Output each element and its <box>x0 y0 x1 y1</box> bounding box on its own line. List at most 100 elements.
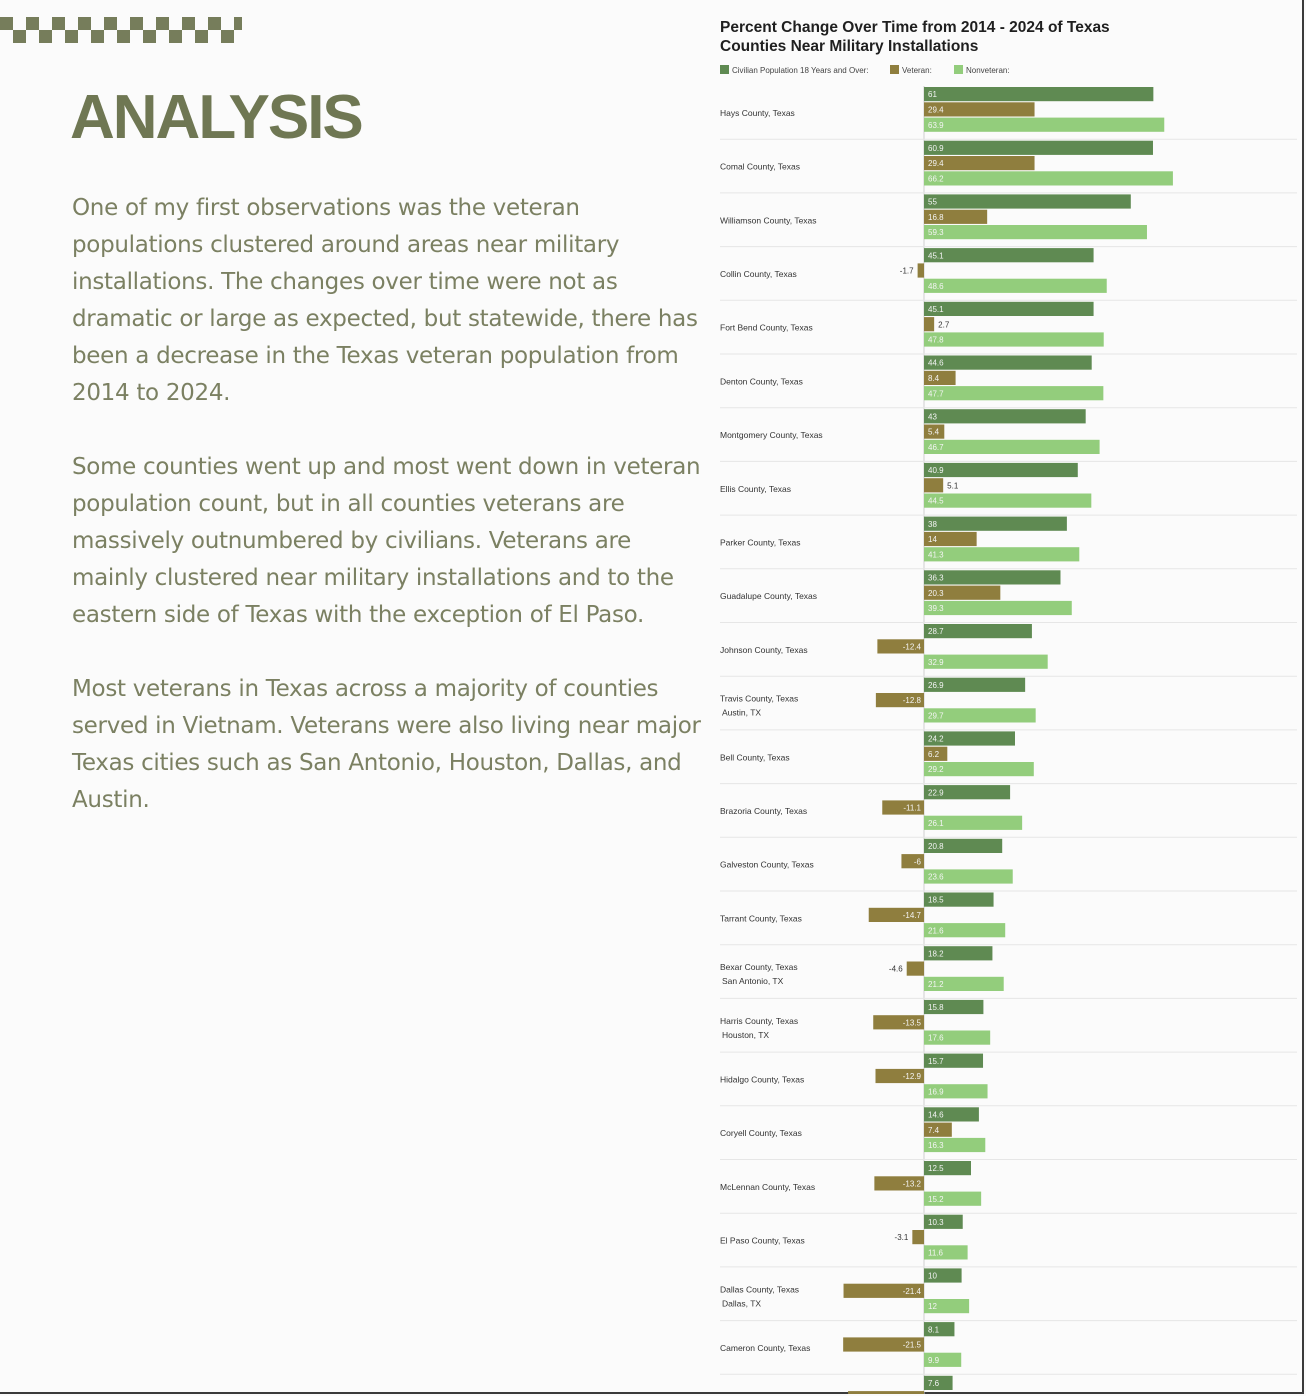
category-sublabel: Dallas, TX <box>722 1298 761 1308</box>
nonveteran-value-label: 11.6 <box>928 1249 944 1258</box>
nonveteran-bar <box>924 493 1092 508</box>
category-label: El Paso County, Texas <box>720 1236 805 1246</box>
nonveteran-bar <box>924 171 1173 186</box>
page-heading: ANALYSIS <box>70 83 364 152</box>
veteran-value-label: -1.7 <box>900 267 914 276</box>
veteran-value-label: 16.8 <box>928 213 944 222</box>
civilian-bar <box>924 1107 979 1122</box>
civilian-bar <box>924 301 1094 316</box>
civilian-bar <box>924 677 1026 692</box>
civilian-value-label: 24.2 <box>928 735 944 744</box>
category-label: Montgomery County, Texas <box>720 430 823 440</box>
nonveteran-bar <box>924 547 1080 562</box>
nonveteran-value-label: 48.6 <box>928 282 944 291</box>
civilian-value-label: 20.8 <box>928 842 944 851</box>
nonveteran-value-label: 26.1 <box>928 819 944 828</box>
veteran-bar <box>843 1337 924 1352</box>
legend-swatch-1 <box>720 65 729 74</box>
nonveteran-value-label: 16.3 <box>928 1141 944 1150</box>
veteran-bar <box>924 478 944 493</box>
civilian-value-label: 18.5 <box>928 896 944 905</box>
veteran-bar <box>924 317 935 332</box>
legend-swatch-3 <box>954 65 963 74</box>
civilian-value-label: 45.1 <box>928 251 944 260</box>
veteran-bar <box>924 585 1001 600</box>
civilian-bar <box>924 731 1015 746</box>
nonveteran-bar <box>924 815 1023 830</box>
civilian-bar <box>924 516 1067 531</box>
civilian-value-label: 28.7 <box>928 627 944 636</box>
nonveteran-value-label: 23.6 <box>928 873 944 882</box>
civilian-value-label: 45.1 <box>928 305 944 314</box>
civilian-bar <box>924 355 1092 370</box>
veteran-bar <box>882 800 924 815</box>
civilian-value-label: 55 <box>928 198 937 207</box>
analysis-paragraph-3: Most veterans in Texas across a majority… <box>72 676 701 813</box>
veteran-value-label: 29.4 <box>928 159 944 168</box>
nonveteran-value-label: 29.7 <box>928 712 944 721</box>
veteran-value-label: -13.5 <box>903 1018 922 1027</box>
civilian-bar <box>924 1268 962 1283</box>
civilian-bar <box>924 409 1086 424</box>
nonveteran-value-label: 9.9 <box>928 1356 940 1365</box>
veteran-value-label: 5.1 <box>947 481 959 490</box>
chart-title-line-2: Counties Near Military Installations <box>720 38 978 55</box>
nonveteran-bar <box>924 1299 970 1314</box>
category-sublabel: Houston, TX <box>722 1030 769 1040</box>
civilian-bar <box>924 140 1153 155</box>
nonveteran-value-label: 46.7 <box>928 443 944 452</box>
civilian-value-label: 15.8 <box>928 1003 944 1012</box>
nonveteran-bar <box>924 1084 988 1099</box>
nonveteran-bar <box>924 923 1006 938</box>
category-label: Guadalupe County, Texas <box>720 591 817 601</box>
nonveteran-bar <box>924 762 1034 777</box>
nonveteran-bar <box>924 332 1104 347</box>
civilian-value-label: 7.6 <box>928 1379 940 1388</box>
category-label: Galveston County, Texas <box>720 860 814 870</box>
legend-label-2: Veteran: <box>902 66 932 75</box>
nonveteran-value-label: 59.3 <box>928 228 944 237</box>
nonveteran-bar <box>924 117 1165 132</box>
bar-chart-svg: Percent Change Over Time from 2014 - 202… <box>720 19 1297 1394</box>
civilian-bar <box>924 1161 971 1176</box>
nonveteran-bar <box>924 976 1004 991</box>
nonveteran-bar <box>924 278 1107 293</box>
veteran-value-label: 2.7 <box>938 320 950 329</box>
nonveteran-bar <box>924 708 1036 723</box>
veteran-value-label: 29.4 <box>928 106 944 115</box>
category-label: Harris County, Texas <box>720 1016 798 1026</box>
category-label: Bexar County, Texas <box>720 962 798 972</box>
veteran-value-label: 14 <box>928 535 937 544</box>
civilian-bar <box>924 1214 963 1229</box>
nonveteran-bar <box>924 1191 982 1206</box>
nonveteran-value-label: 17.6 <box>928 1034 944 1043</box>
civilian-value-label: 26.9 <box>928 681 944 690</box>
civilian-value-label: 38 <box>928 520 937 529</box>
civilian-value-label: 10.3 <box>928 1218 944 1227</box>
category-label: Tarrant County, Texas <box>720 913 802 923</box>
civilian-value-label: 36.3 <box>928 574 944 583</box>
nonveteran-value-label: 15.2 <box>928 1195 944 1204</box>
civilian-bar <box>924 248 1094 263</box>
category-sublabel: San Antonio, TX <box>722 976 784 986</box>
category-sublabel: Austin, TX <box>722 708 761 718</box>
nonveteran-value-label: 41.3 <box>928 550 944 559</box>
veteran-value-label: 6.2 <box>928 750 940 759</box>
nonveteran-value-label: 39.3 <box>928 604 944 613</box>
veteran-bar <box>924 1122 952 1137</box>
category-label: McLennan County, Texas <box>720 1182 815 1192</box>
civilian-bar <box>924 785 1011 800</box>
nonveteran-value-label: 32.9 <box>928 658 944 667</box>
veteran-bar <box>874 1176 924 1191</box>
veteran-bar <box>906 961 924 976</box>
category-label: Coryell County, Texas <box>720 1128 802 1138</box>
veteran-value-label: -14.7 <box>903 911 922 920</box>
chart-title-line-1: Percent Change Over Time from 2014 - 202… <box>720 19 1110 36</box>
category-label: Hays County, Texas <box>720 108 795 118</box>
veteran-bar <box>924 531 977 547</box>
nonveteran-value-label: 16.9 <box>928 1087 944 1096</box>
veteran-value-label: -11.1 <box>903 804 921 813</box>
nonveteran-value-label: 12 <box>928 1302 937 1311</box>
category-label: Williamson County, Texas <box>720 215 817 225</box>
category-label: Comal County, Texas <box>720 162 800 172</box>
